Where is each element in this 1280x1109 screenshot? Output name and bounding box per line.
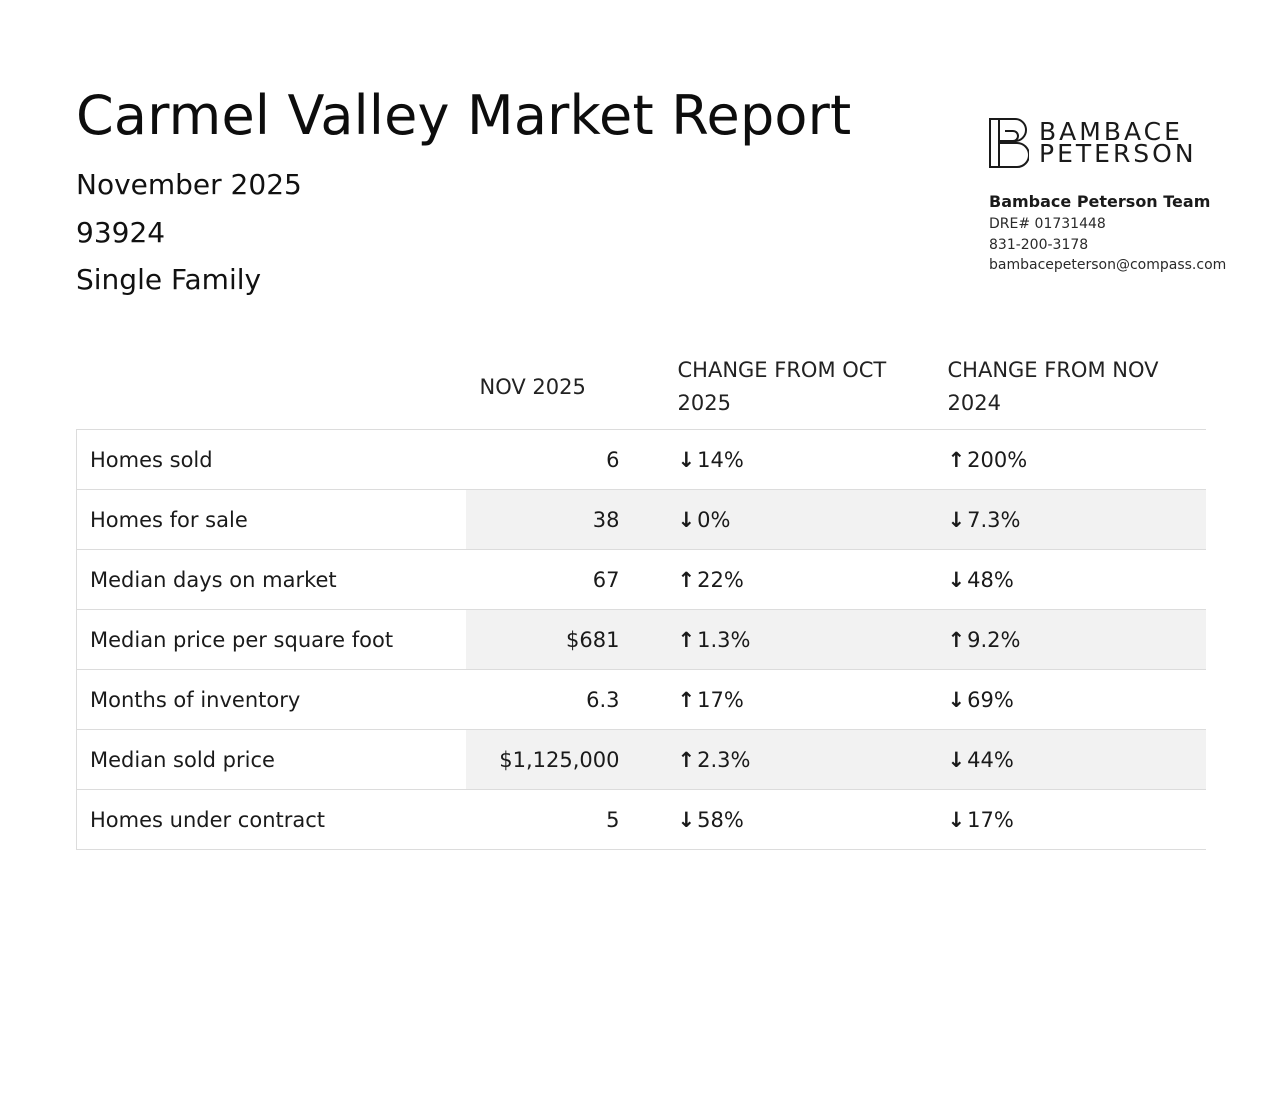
table-row: Homes sold 6 ↓14% ↑200% xyxy=(76,429,1206,490)
metric-value: 67 xyxy=(465,549,658,610)
arrow-down-icon: ↓ xyxy=(947,807,966,832)
column-header-year-change: CHANGE FROM NOV 2024 xyxy=(947,358,1159,415)
page-title: Carmel Valley Market Report xyxy=(76,84,852,147)
table-row: Months of inventory 6.3 ↑17% ↓69% xyxy=(76,669,1206,730)
metric-label: Median price per square foot xyxy=(76,609,466,670)
bp-monogram-icon xyxy=(989,118,1029,168)
table-row: Median sold price $1,125,000 ↑2.3% ↓44% xyxy=(76,729,1206,790)
table-row: Homes under contract 5 ↓58% ↓17% xyxy=(76,789,1206,850)
month-change-value: 1.3% xyxy=(697,627,751,652)
arrow-down-icon: ↓ xyxy=(947,567,966,592)
dre-number: DRE# 01731448 xyxy=(989,216,1106,232)
month-change-cell: ↓14% xyxy=(657,429,928,490)
metric-label: Months of inventory xyxy=(76,669,466,730)
metric-value: 38 xyxy=(465,489,658,550)
year-change-cell: ↑9.2% xyxy=(927,609,1206,670)
table-body: Homes sold 6 ↓14% ↑200% Homes for sale 38 ↓0% ↓… xyxy=(76,429,1206,850)
logo-line-2: PETERSON xyxy=(1039,139,1197,168)
column-header-month-change: CHANGE FROM OCT 2025 xyxy=(677,358,887,415)
year-change-cell: ↓7.3% xyxy=(927,489,1206,550)
month-change-cell: ↑22% xyxy=(657,549,928,610)
column-header-current: NOV 2025 xyxy=(479,374,586,399)
team-name: Bambace Peterson Team xyxy=(989,192,1211,211)
year-change-value: 17% xyxy=(967,807,1014,832)
table-row: Median price per square foot $681 ↑1.3% ↑9.… xyxy=(76,609,1206,670)
company-logo: BAMBACE PETERSON xyxy=(989,118,1239,168)
arrow-down-icon: ↓ xyxy=(677,807,696,832)
month-change-value: 0% xyxy=(697,507,731,532)
property-type: Single Family xyxy=(76,263,262,296)
metric-value: $1,125,000 xyxy=(465,729,658,790)
column-header-metric xyxy=(77,345,466,430)
month-change-value: 58% xyxy=(697,807,744,832)
logo-wordmark: BAMBACE PETERSON xyxy=(1039,117,1197,168)
year-change-value: 200% xyxy=(967,447,1028,472)
metric-label: Median sold price xyxy=(76,729,466,790)
market-stats-table: NOV 2025 CHANGE FROM OCT 2025 CHANGE FRO… xyxy=(76,345,1206,850)
month-change-cell: ↑2.3% xyxy=(657,729,928,790)
year-change-value: 69% xyxy=(967,687,1014,712)
month-change-value: 14% xyxy=(697,447,744,472)
arrow-down-icon: ↓ xyxy=(677,507,696,532)
metric-value: $681 xyxy=(465,609,658,670)
table-header-row: NOV 2025 CHANGE FROM OCT 2025 CHANGE FRO… xyxy=(77,345,1206,430)
arrow-up-icon: ↑ xyxy=(677,627,696,652)
metric-label: Homes sold xyxy=(76,429,466,490)
year-change-cell: ↓69% xyxy=(927,669,1206,730)
arrow-down-icon: ↓ xyxy=(677,447,696,472)
month-change-cell: ↓0% xyxy=(657,489,928,550)
year-change-value: 9.2% xyxy=(967,627,1021,652)
phone-number: 831-200-3178 xyxy=(989,237,1089,253)
arrow-down-icon: ↓ xyxy=(947,687,966,712)
month-change-value: 2.3% xyxy=(697,747,751,772)
metric-label: Homes under contract xyxy=(76,789,466,850)
month-change-cell: ↑1.3% xyxy=(657,609,928,670)
arrow-up-icon: ↑ xyxy=(947,627,966,652)
metric-value: 6 xyxy=(465,429,658,490)
year-change-cell: ↑200% xyxy=(927,429,1206,490)
zip-code: 93924 xyxy=(76,216,166,249)
metric-value: 5 xyxy=(465,789,658,850)
year-change-value: 7.3% xyxy=(967,507,1021,532)
month-change-cell: ↓58% xyxy=(657,789,928,850)
month-change-value: 17% xyxy=(697,687,744,712)
year-change-cell: ↓17% xyxy=(927,789,1206,850)
metric-label: Median days on market xyxy=(76,549,466,610)
year-change-cell: ↓44% xyxy=(927,729,1206,790)
arrow-up-icon: ↑ xyxy=(947,447,966,472)
year-change-cell: ↓48% xyxy=(927,549,1206,610)
arrow-down-icon: ↓ xyxy=(947,747,966,772)
month-change-cell: ↑17% xyxy=(657,669,928,730)
metric-label: Homes for sale xyxy=(76,489,466,550)
logo-line-1: BAMBACE xyxy=(1039,117,1183,146)
arrow-up-icon: ↑ xyxy=(677,747,696,772)
arrow-up-icon: ↑ xyxy=(677,687,696,712)
metric-value: 6.3 xyxy=(465,669,658,730)
year-change-value: 44% xyxy=(967,747,1014,772)
brand-logo-block: BAMBACE PETERSON xyxy=(989,118,1239,168)
month-change-value: 22% xyxy=(697,567,744,592)
arrow-up-icon: ↑ xyxy=(677,567,696,592)
table-row: Median days on market 67 ↑22% ↓48% xyxy=(76,549,1206,610)
email-address: bambacepeterson@compass.com xyxy=(989,257,1227,273)
year-change-value: 48% xyxy=(967,567,1014,592)
arrow-down-icon: ↓ xyxy=(947,507,966,532)
table-row: Homes for sale 38 ↓0% ↓7.3% xyxy=(76,489,1206,550)
report-date: November 2025 xyxy=(76,168,302,201)
